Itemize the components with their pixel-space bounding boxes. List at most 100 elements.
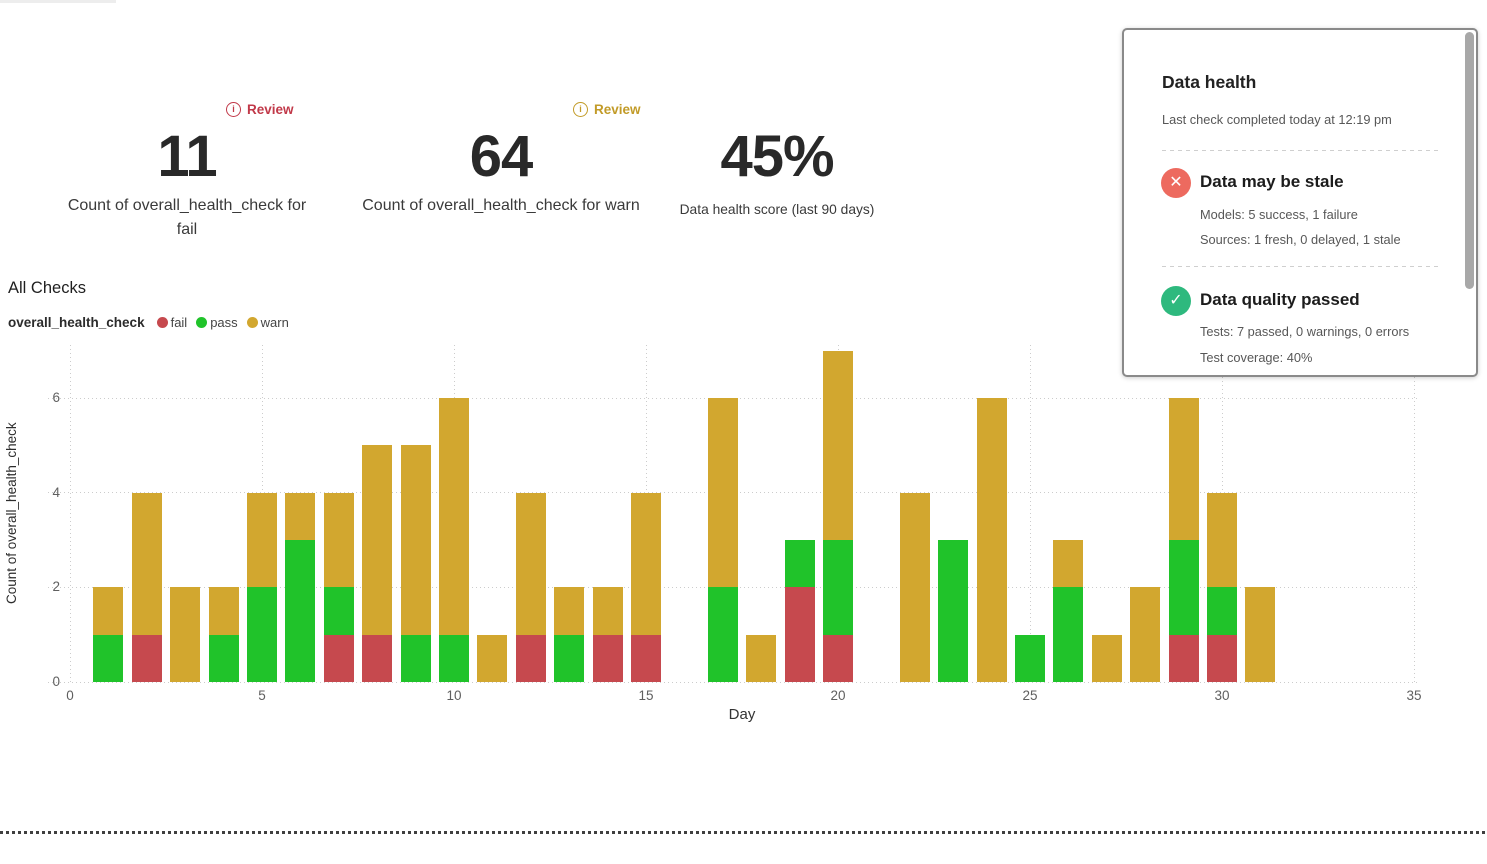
bar-segment-pass[interactable]	[247, 587, 277, 682]
error-icon-glyph: ✕	[1169, 174, 1183, 191]
bar-segment-warn[interactable]	[1130, 587, 1161, 682]
bar-segment-warn[interactable]	[285, 492, 316, 541]
bar-segment-warn[interactable]	[1245, 587, 1276, 682]
kpi-value: 45%	[720, 124, 834, 189]
y-tick-label: 4	[52, 484, 60, 500]
x-tick-label: 35	[1406, 688, 1422, 703]
bar-segment-warn[interactable]	[1053, 540, 1084, 588]
status-detail-tests: Tests: 7 passed, 0 warnings, 0 errors	[1200, 324, 1410, 339]
bar-segment-warn[interactable]	[362, 445, 393, 635]
bar-segment-pass[interactable]	[784, 540, 815, 588]
bar-segment-warn[interactable]	[93, 587, 124, 635]
panel-subtitle: Last check completed today at 12:19 pm	[1162, 112, 1392, 127]
bar-segment-fail[interactable]	[1168, 634, 1199, 682]
bar-segment-pass[interactable]	[1168, 540, 1199, 635]
bar-segment-warn[interactable]	[439, 398, 469, 635]
review-badge-label: Review	[594, 102, 641, 117]
legend-item-label: pass	[210, 315, 238, 330]
info-icon: i	[226, 102, 241, 117]
bar-segment-fail[interactable]	[592, 634, 623, 682]
status-detail-coverage: Test coverage: 40%	[1200, 350, 1313, 365]
x-tick-label: 15	[638, 688, 654, 703]
bar-segment-pass[interactable]	[400, 634, 431, 682]
x-tick-label: 10	[446, 688, 462, 703]
chart-legend: overall_health_check fail pass warn	[8, 315, 298, 330]
legend-title: overall_health_check	[8, 315, 145, 330]
check-icon: ✓	[1161, 286, 1191, 316]
bar-segment-pass[interactable]	[707, 587, 738, 682]
panel-scrollbar[interactable]	[1465, 32, 1474, 289]
kpi-health-score: 45% Data health score (last 90 days)	[627, 126, 927, 222]
x-tick-label: 25	[1022, 688, 1038, 703]
kpi-label: Count of overall_health_check for fail	[67, 197, 307, 238]
bar-segment-pass[interactable]	[439, 634, 469, 682]
bottom-dotted-divider	[0, 831, 1487, 834]
bar-segment-warn[interactable]	[400, 445, 431, 635]
panel-divider	[1162, 266, 1440, 267]
chart-title: All Checks	[8, 279, 86, 297]
bar-segment-warn[interactable]	[707, 398, 738, 588]
bar-segment-warn[interactable]	[631, 492, 661, 635]
bar-segment-warn[interactable]	[1168, 398, 1199, 541]
bar-segment-warn[interactable]	[746, 634, 777, 682]
legend-item-warn[interactable]: warn	[246, 315, 289, 330]
bar-segment-pass[interactable]	[1207, 587, 1237, 635]
review-badge-fail[interactable]: i Review	[226, 102, 294, 117]
bar-segment-fail[interactable]	[823, 634, 853, 682]
kpi-value: 11	[157, 124, 217, 189]
info-icon: i	[573, 102, 588, 117]
bar-segment-warn[interactable]	[131, 492, 162, 635]
bar-segment-warn[interactable]	[515, 492, 546, 635]
x-tick-label: 30	[1214, 688, 1230, 703]
bar-segment-warn[interactable]	[323, 492, 354, 588]
bar-segment-pass[interactable]	[554, 634, 585, 682]
bar-segment-warn[interactable]	[976, 398, 1007, 682]
x-tick-label: 5	[258, 688, 266, 703]
bar-segment-warn[interactable]	[554, 587, 585, 635]
bar-segment-warn[interactable]	[1207, 492, 1237, 588]
panel-title: Data health	[1162, 72, 1257, 92]
bar-segment-pass[interactable]	[323, 587, 354, 635]
error-icon: ✕	[1161, 168, 1191, 198]
legend-item-fail[interactable]: fail	[156, 315, 187, 330]
bar-segment-warn[interactable]	[208, 587, 239, 635]
bar-segment-pass[interactable]	[285, 540, 316, 682]
bar-segment-warn[interactable]	[899, 492, 930, 682]
x-gridline	[69, 345, 71, 682]
y-tick-label: 0	[52, 674, 60, 689]
legend-item-pass[interactable]: pass	[196, 315, 238, 330]
bar-segment-fail[interactable]	[1207, 634, 1237, 682]
bar-segment-pass[interactable]	[823, 540, 853, 635]
bar-segment-warn[interactable]	[170, 587, 201, 682]
check-icon-glyph: ✓	[1169, 292, 1183, 309]
bar-segment-pass[interactable]	[1053, 587, 1084, 682]
bar-segment-fail[interactable]	[784, 587, 815, 682]
plot-area: 0 5 10 15 20 25 30 35 0 2 4 6	[48, 345, 1422, 703]
bar-segment-pass[interactable]	[93, 634, 124, 682]
legend-dot	[196, 317, 208, 328]
x-gridline	[1029, 345, 1031, 682]
bar-segment-warn[interactable]	[592, 587, 623, 635]
bar-segment-pass[interactable]	[938, 540, 969, 682]
kpi-label: Data health score (last 90 days)	[679, 202, 875, 217]
x-tick-label: 20	[830, 688, 846, 703]
bar-segment-pass[interactable]	[208, 634, 239, 682]
legend-dot	[156, 317, 168, 328]
bar-segment-warn[interactable]	[477, 634, 508, 682]
bar-segment-warn[interactable]	[247, 492, 277, 588]
kpi-label: Count of overall_health_check for warn	[362, 197, 640, 214]
kpi-fail-count: 11 Count of overall_health_check for fai…	[37, 126, 337, 242]
top-strip-decoration	[0, 0, 116, 3]
status-title-stale: Data may be stale	[1200, 172, 1344, 191]
bar-segment-fail[interactable]	[362, 634, 393, 682]
y-axis-title: Count of overall_health_check	[4, 422, 19, 605]
bar-segment-fail[interactable]	[323, 634, 354, 682]
bar-segment-fail[interactable]	[515, 634, 546, 682]
bar-segment-warn[interactable]	[1091, 634, 1122, 682]
bar-segment-fail[interactable]	[131, 634, 162, 682]
bar-segment-fail[interactable]	[631, 634, 661, 682]
review-badge-warn[interactable]: i Review	[573, 102, 641, 117]
bar-segment-warn[interactable]	[823, 350, 853, 541]
bar-segment-pass[interactable]	[1015, 634, 1045, 682]
